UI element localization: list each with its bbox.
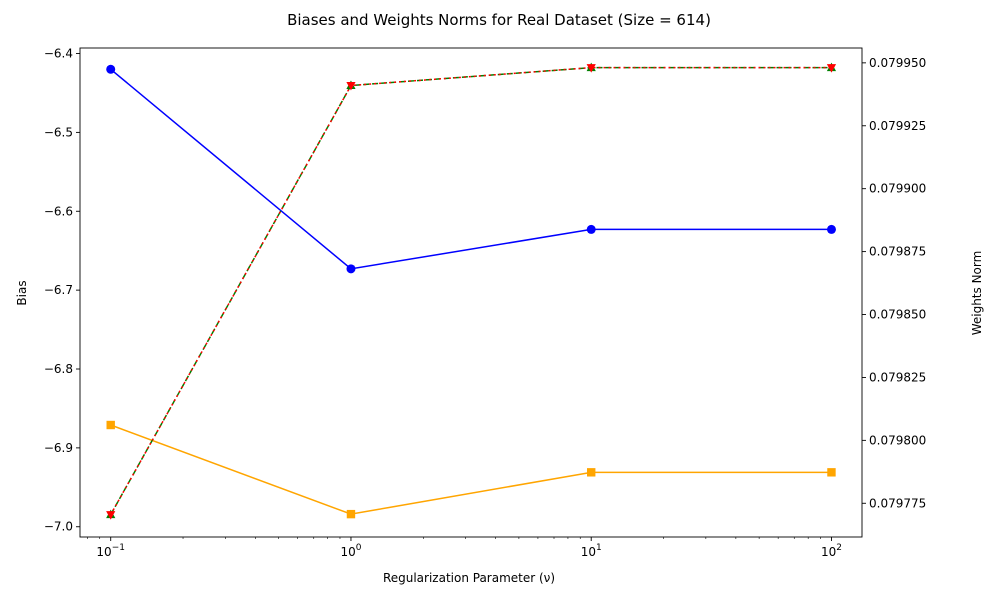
chart-title: Biases and Weights Norms for Real Datase… bbox=[287, 11, 711, 29]
axes: 10−1 100 101 102 −7.0 −6.9 −6.8 −6.7 −6.6 −6.5 −6.… bbox=[44, 47, 926, 559]
series-2-point-4 bbox=[827, 468, 836, 477]
y-right-tick-label-4: 0.079850 bbox=[869, 308, 926, 322]
plot-area bbox=[106, 62, 837, 520]
y-right-tick-label-5: 0.079875 bbox=[869, 245, 926, 259]
series-1-line bbox=[110, 68, 832, 270]
y-left-tick-label-4: −6.7 bbox=[44, 283, 73, 297]
series-2-point-3 bbox=[587, 468, 596, 477]
x-tick-label-4: 102 bbox=[821, 543, 842, 559]
plot-frame bbox=[79, 47, 863, 538]
x-tick-label-2: 100 bbox=[340, 543, 361, 559]
y-axis-label-right: Weights Norm bbox=[970, 251, 984, 336]
y-left-tick-label-3: −6.8 bbox=[44, 362, 73, 376]
y-right-tick-label-6: 0.079900 bbox=[869, 182, 926, 196]
y-right-tick-label-1: 0.079775 bbox=[869, 496, 926, 510]
series-3-line bbox=[110, 66, 832, 515]
x-tick-label-3: 101 bbox=[581, 543, 602, 559]
series-2-point-1 bbox=[106, 420, 115, 430]
series-4-point-3 bbox=[586, 64, 596, 73]
series-1-point-4 bbox=[826, 224, 836, 234]
series-1-point-3 bbox=[586, 224, 596, 234]
series-4-point-1 bbox=[106, 511, 116, 520]
series-4-point-2 bbox=[346, 81, 356, 91]
series-4-line bbox=[110, 66, 832, 515]
y-left-tick-label-7: −6.4 bbox=[44, 47, 73, 61]
y-left-tick-label-5: −6.6 bbox=[44, 204, 73, 218]
series-1-point-1 bbox=[106, 64, 116, 74]
series-2-line bbox=[110, 424, 832, 515]
y-left-tick-label-2: −6.9 bbox=[44, 441, 73, 455]
y-right-tick-label-7: 0.079925 bbox=[869, 119, 926, 133]
y-axis-label-left: Bias bbox=[15, 280, 29, 305]
series-1-point-2 bbox=[346, 264, 356, 274]
series-2-point-2 bbox=[346, 509, 356, 519]
x-tick-label-1: 10−1 bbox=[96, 543, 125, 559]
y-right-tick-label-3: 0.079825 bbox=[869, 370, 926, 384]
y-left-tick-label-6: −6.5 bbox=[44, 125, 73, 139]
x-axis-label: Regularization Parameter (ν) bbox=[383, 571, 555, 585]
y-right-tick-label-8: 0.079950 bbox=[869, 56, 926, 70]
y-right-tick-label-2: 0.079800 bbox=[869, 433, 926, 447]
series-4-point-4 bbox=[826, 64, 837, 73]
y-left-tick-label-1: −7.0 bbox=[44, 520, 73, 534]
